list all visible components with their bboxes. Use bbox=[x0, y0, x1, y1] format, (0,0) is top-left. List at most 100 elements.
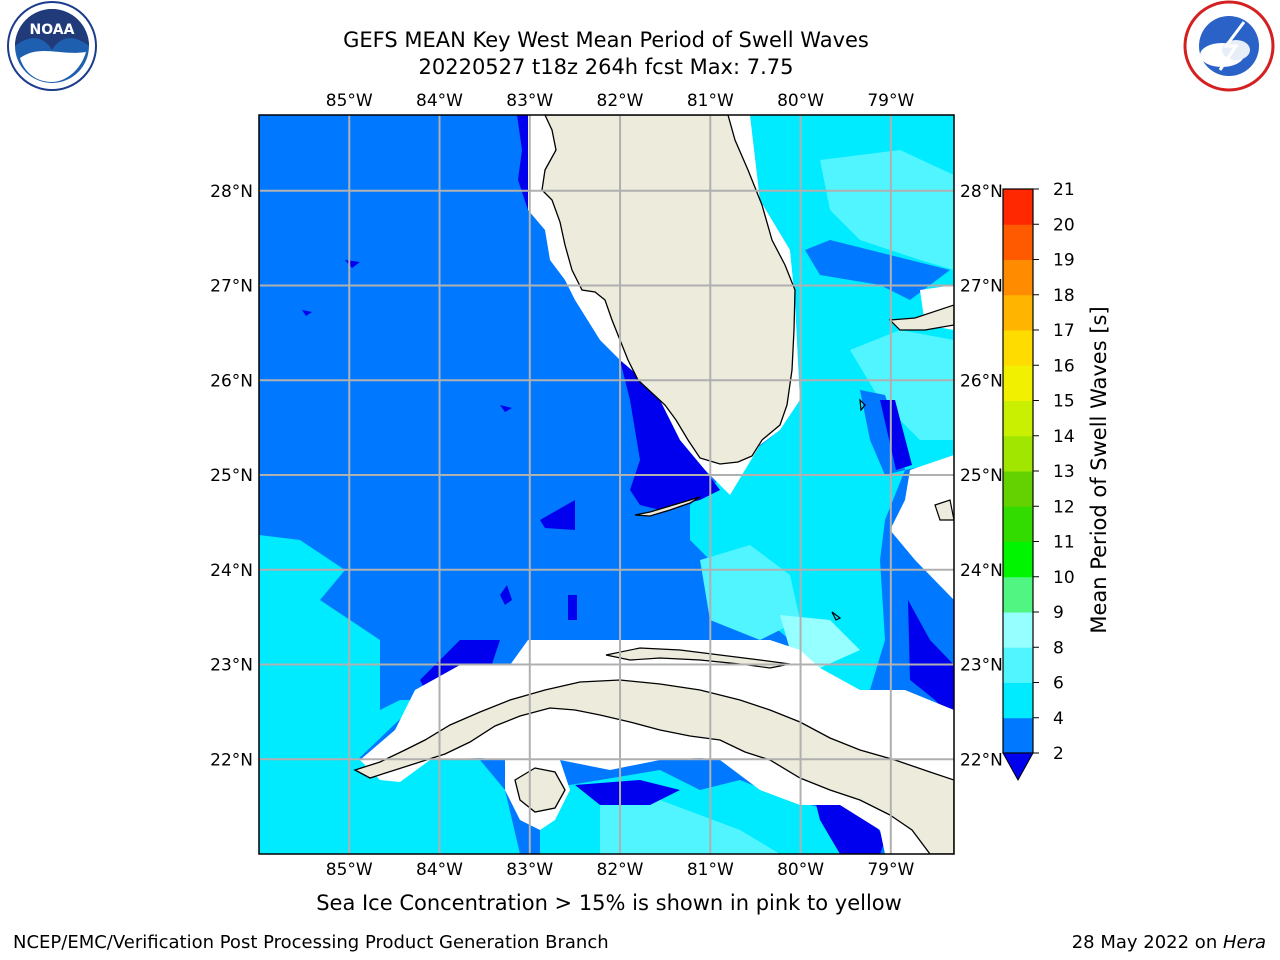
footer-credit: NCEP/EMC/Verification Post Processing Pr… bbox=[13, 932, 609, 953]
colorbar-segment bbox=[1003, 506, 1033, 542]
colorbar-segment bbox=[1003, 471, 1033, 507]
region-dark-patch-f bbox=[500, 405, 512, 412]
lon-label-top: 82°W bbox=[597, 91, 644, 111]
figure-subtitle: 20220527 t18z 264h fcst Max: 7.75 bbox=[418, 55, 794, 79]
footer-date: 28 May 2022 on Hera bbox=[1072, 932, 1266, 953]
region-cyan-sw bbox=[259, 760, 520, 854]
lat-label-left: 26°N bbox=[210, 371, 253, 391]
region-lightcyan-e bbox=[850, 330, 954, 440]
land-florida-keys bbox=[634, 496, 701, 517]
colorbar-segment bbox=[1003, 612, 1033, 648]
colorbar-tick-label: 19 bbox=[1053, 251, 1075, 271]
lon-label-top: 84°W bbox=[416, 91, 463, 111]
region-dark-patch-a bbox=[540, 500, 575, 530]
land-cuba bbox=[353, 679, 954, 854]
colorbar-segment bbox=[1003, 330, 1033, 366]
colorbar-tick-label: 11 bbox=[1053, 533, 1075, 553]
lat-label-right: 27°N bbox=[960, 277, 1003, 297]
lon-label-bottom: 79°W bbox=[867, 860, 914, 880]
colorbar-extend-triangle bbox=[1002, 752, 1034, 782]
colorbar-segment bbox=[1003, 541, 1033, 578]
land-isla-juventud bbox=[514, 767, 566, 813]
lon-label-bottom: 80°W bbox=[777, 860, 824, 880]
colorbar-tick-label: 9 bbox=[1053, 603, 1064, 623]
colorbar-segment bbox=[1003, 647, 1033, 683]
lat-label-left: 25°N bbox=[210, 466, 253, 486]
lon-label-bottom: 83°W bbox=[506, 860, 553, 880]
region-dark-stripe bbox=[880, 400, 912, 470]
nws-logo-icon bbox=[1183, 0, 1275, 92]
graticule bbox=[259, 115, 954, 854]
colorbar-tick-label: 16 bbox=[1053, 356, 1075, 376]
lat-label-right: 24°N bbox=[960, 561, 1003, 581]
noaa-logo-icon: NOAA bbox=[7, 1, 97, 91]
lat-label-right: 22°N bbox=[960, 750, 1003, 770]
colorbar-segment bbox=[1003, 435, 1033, 472]
region-dark-se bbox=[908, 600, 954, 720]
region-dark-keys bbox=[620, 360, 720, 510]
colorbar-segment bbox=[1003, 224, 1033, 260]
lon-label-top: 80°W bbox=[777, 91, 824, 111]
colorbar-tick-label: 8 bbox=[1053, 638, 1064, 658]
noaa-logo-text: NOAA bbox=[30, 22, 75, 38]
ice-note: Sea Ice Concentration > 15% is shown in … bbox=[316, 891, 902, 915]
lat-label-right: 28°N bbox=[960, 182, 1003, 202]
colorbar-tick-label: 14 bbox=[1053, 427, 1075, 447]
figure-title: GEFS MEAN Key West Mean Period of Swell … bbox=[343, 28, 869, 52]
land-andros bbox=[934, 499, 954, 521]
region-nodata-cuba bbox=[360, 640, 954, 854]
map-frame bbox=[258, 114, 955, 855]
colorbar-tick-label: 20 bbox=[1053, 215, 1075, 235]
colorbar: 2 4 6 8 9 10 11 12 13 14 15 16 17 18 19 20 21 bbox=[1002, 180, 1075, 782]
colorbar-tick-label: 2 bbox=[1053, 744, 1064, 764]
land-small-islands bbox=[831, 398, 866, 621]
colorbar-segment bbox=[1003, 400, 1033, 437]
colorbar-tick-label: 18 bbox=[1053, 286, 1075, 306]
region-dark-patch-e bbox=[302, 310, 312, 316]
lat-label-right: 25°N bbox=[960, 466, 1003, 486]
region-nodata-bahamas bbox=[890, 455, 954, 600]
region-dark-cuba-s bbox=[575, 780, 680, 805]
lon-label-top: 83°W bbox=[506, 91, 553, 111]
footer-host: Hera bbox=[1222, 932, 1266, 953]
lon-label-bottom: 84°W bbox=[416, 860, 463, 880]
lat-label-left: 28°N bbox=[210, 182, 253, 202]
region-dark-patch-b bbox=[568, 595, 577, 620]
region-dark-patch-c bbox=[500, 585, 512, 605]
colorbar-tick-label: 10 bbox=[1053, 568, 1075, 588]
colorbar-tick-label: 15 bbox=[1053, 392, 1075, 412]
lat-label-left: 22°N bbox=[210, 750, 253, 770]
footer-date-text: 28 May 2022 on bbox=[1071, 932, 1223, 953]
colorbar-tick-label: 17 bbox=[1053, 321, 1075, 341]
land-florida bbox=[541, 115, 796, 465]
land-cuba-cays bbox=[605, 647, 791, 669]
colorbar-segment bbox=[1003, 576, 1033, 613]
colorbar-segment bbox=[1003, 682, 1033, 719]
lat-label-left: 23°N bbox=[210, 656, 253, 676]
lon-label-top: 79°W bbox=[867, 91, 914, 111]
lon-label-top: 85°W bbox=[326, 91, 373, 111]
region-dark-nw-coast bbox=[517, 115, 528, 210]
land-grand-bahama bbox=[888, 304, 954, 331]
colorbar-segment bbox=[1003, 189, 1033, 225]
region-lightcyan-south bbox=[600, 800, 780, 854]
colorbar-segment bbox=[1003, 294, 1033, 331]
colorbar-segment bbox=[1003, 717, 1033, 754]
colorbar-segment bbox=[1003, 365, 1033, 401]
region-lightcyan-straits bbox=[700, 545, 800, 640]
lat-label-left: 27°N bbox=[210, 277, 253, 297]
colorbar-tick-label: 4 bbox=[1053, 709, 1064, 729]
colorbar-tick-label: 12 bbox=[1053, 497, 1075, 517]
colorbar-label: Mean Period of Swell Waves [s] bbox=[1087, 306, 1111, 633]
map-area bbox=[259, 115, 954, 854]
colorbar-tick-label: 6 bbox=[1053, 674, 1064, 694]
lon-label-top: 81°W bbox=[687, 91, 734, 111]
lat-label-left: 24°N bbox=[210, 561, 253, 581]
colorbar-segment bbox=[1003, 259, 1033, 296]
lon-label-bottom: 85°W bbox=[326, 860, 373, 880]
axis-tick-labels: 85°W 85°W 84°W 84°W 83°W 83°W 82°W 82°W 81°W 81°W… bbox=[210, 91, 1003, 880]
colorbar-tick-label: 21 bbox=[1053, 180, 1075, 200]
lon-label-bottom: 82°W bbox=[597, 860, 644, 880]
lat-label-right: 23°N bbox=[960, 656, 1003, 676]
